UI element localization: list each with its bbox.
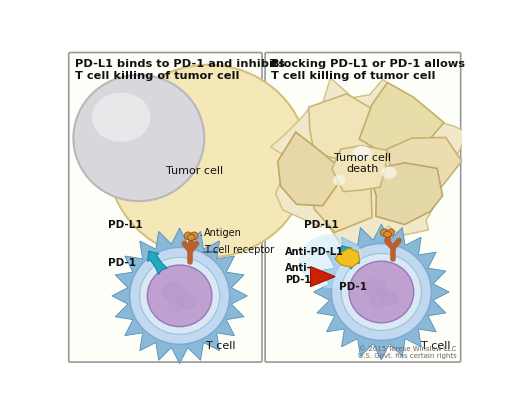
Text: © 2015 Terese Winslow LLC
U.S. Govt. has certain rights: © 2015 Terese Winslow LLC U.S. Govt. has… — [358, 346, 457, 359]
Ellipse shape — [130, 247, 230, 344]
FancyBboxPatch shape — [68, 52, 262, 362]
Polygon shape — [270, 78, 465, 251]
Text: PD-1: PD-1 — [108, 258, 136, 268]
Text: Antigen: Antigen — [204, 228, 242, 238]
FancyBboxPatch shape — [265, 52, 461, 362]
Polygon shape — [340, 246, 360, 269]
Polygon shape — [308, 94, 393, 161]
Ellipse shape — [364, 278, 387, 298]
Ellipse shape — [382, 166, 397, 179]
Ellipse shape — [387, 229, 394, 236]
Ellipse shape — [92, 93, 150, 142]
Polygon shape — [309, 175, 372, 232]
Polygon shape — [148, 251, 167, 274]
Text: PD-L1: PD-L1 — [304, 220, 339, 230]
Ellipse shape — [331, 243, 432, 340]
Ellipse shape — [381, 229, 388, 236]
Ellipse shape — [140, 258, 220, 335]
Text: T cell: T cell — [205, 341, 235, 351]
Ellipse shape — [187, 234, 195, 240]
Polygon shape — [387, 138, 462, 190]
Ellipse shape — [349, 261, 414, 323]
Text: PD-L1 binds to PD-1 and inhibits
T cell killing of tumor cell: PD-L1 binds to PD-1 and inhibits T cell … — [75, 59, 285, 81]
Ellipse shape — [370, 294, 385, 308]
Text: Tumor cell
death: Tumor cell death — [334, 152, 391, 174]
Ellipse shape — [178, 294, 197, 310]
Ellipse shape — [147, 265, 212, 327]
Ellipse shape — [380, 290, 398, 306]
Polygon shape — [332, 146, 387, 192]
Polygon shape — [311, 267, 335, 287]
Polygon shape — [112, 228, 247, 364]
Text: Tumor cell: Tumor cell — [166, 166, 224, 176]
Ellipse shape — [162, 282, 185, 302]
Ellipse shape — [191, 232, 198, 240]
Text: Anti-
PD-1: Anti- PD-1 — [285, 264, 312, 285]
Text: PD-L1: PD-L1 — [108, 220, 143, 230]
Text: T cell: T cell — [421, 341, 451, 351]
Text: T cell receptor: T cell receptor — [204, 245, 274, 255]
Ellipse shape — [108, 65, 308, 258]
Text: Blocking PD-L1 or PD-1 allows
T cell killing of tumor cell: Blocking PD-L1 or PD-1 allows T cell kil… — [271, 59, 465, 81]
Ellipse shape — [353, 146, 371, 161]
Ellipse shape — [73, 75, 204, 201]
Text: PD-1: PD-1 — [339, 281, 367, 292]
Polygon shape — [335, 248, 360, 267]
Ellipse shape — [333, 175, 345, 186]
Ellipse shape — [384, 231, 391, 237]
Text: Anti-PD-L1: Anti-PD-L1 — [285, 247, 344, 257]
Ellipse shape — [168, 298, 183, 312]
Ellipse shape — [299, 234, 364, 288]
Polygon shape — [314, 224, 449, 360]
Polygon shape — [359, 82, 444, 159]
Polygon shape — [368, 163, 442, 225]
Ellipse shape — [341, 253, 421, 330]
Ellipse shape — [184, 232, 192, 240]
Polygon shape — [278, 132, 346, 206]
